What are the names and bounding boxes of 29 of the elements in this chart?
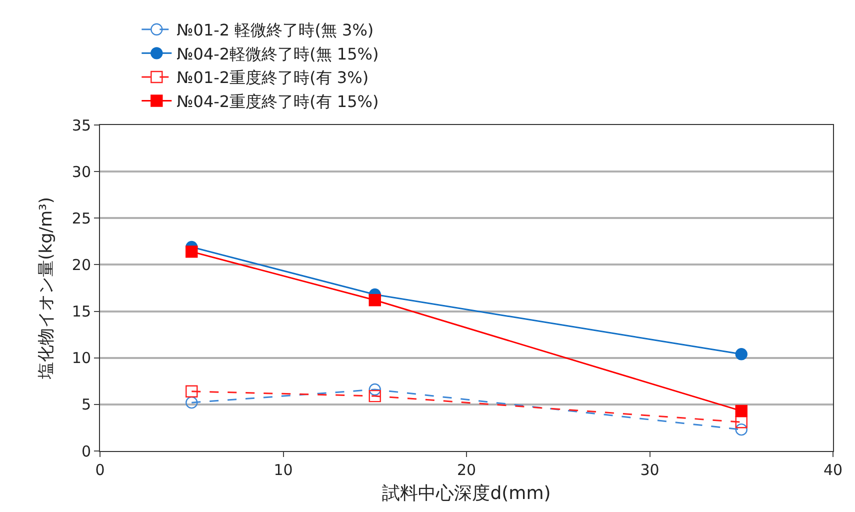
point [735, 348, 748, 360]
point [735, 404, 748, 418]
point [186, 246, 198, 258]
y-tick-label: 10 [72, 349, 91, 368]
x-axis-title: 試料中心深度d(mm) [382, 483, 551, 504]
point [186, 385, 198, 398]
legend-label: №04-2軽微終了時(無 15%) [176, 44, 379, 64]
y-tick-label: 15 [72, 302, 91, 321]
x-tick-label: 40 [823, 461, 843, 479]
point [368, 294, 381, 306]
y-tick-label: 5 [81, 396, 91, 414]
point [368, 390, 381, 402]
y-tick-label: 35 [72, 116, 91, 134]
y-tick-label: 30 [72, 162, 91, 181]
x-tick-label: 10 [274, 461, 293, 479]
y-tick-label: 20 [72, 256, 91, 274]
point [735, 423, 748, 436]
point [186, 396, 198, 409]
legend-label: №01-2重度終了時(有 3%) [176, 68, 369, 88]
point [735, 416, 748, 428]
x-tick-label: 0 [95, 461, 105, 479]
y-tick-label: 0 [81, 442, 91, 460]
x-tick-label: 30 [640, 461, 660, 479]
point [368, 383, 381, 396]
y-axis-title: 塩化物イオン量(kg/m³) [36, 196, 56, 380]
legend-label: №04-2重度終了時(有 15%) [176, 92, 379, 112]
legend-label: №01-2 軽微終了時(無 3%) [176, 20, 374, 40]
x-tick-label: 20 [456, 461, 476, 479]
y-tick-label: 25 [72, 209, 91, 228]
